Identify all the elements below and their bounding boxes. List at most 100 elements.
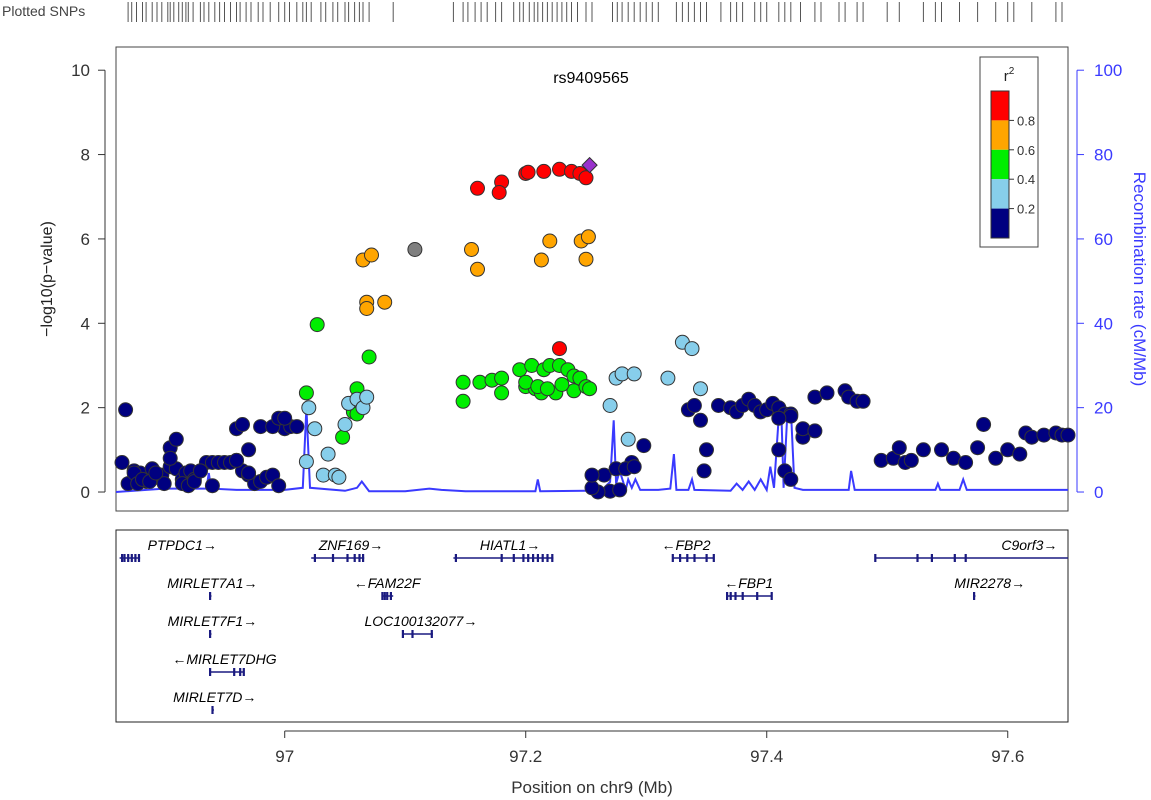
gene-exon	[679, 554, 682, 562]
gene-exon	[500, 554, 503, 562]
snp-point	[241, 465, 257, 481]
snp-point	[533, 252, 549, 268]
snp-point	[156, 476, 172, 492]
y-tick-label-right: 80	[1094, 146, 1113, 165]
snp-point	[891, 440, 907, 456]
snp-point	[578, 170, 594, 186]
legend-label: 0.2	[1017, 202, 1035, 217]
gene-exon	[874, 554, 877, 562]
gene-label: MIRLET7D→	[173, 689, 256, 705]
snp-point	[241, 442, 257, 458]
snp-point	[903, 452, 919, 468]
snp-point	[684, 341, 700, 357]
snp-point	[229, 452, 244, 468]
gene-label: LOC100132077→	[364, 613, 477, 629]
gene-exon	[386, 592, 389, 600]
snp-point	[582, 381, 598, 397]
y-axis-right: 0 20 40 60 80 100	[1076, 61, 1122, 502]
gene-exon	[770, 592, 773, 600]
y-tick-label-left: 0	[81, 483, 90, 502]
snp-point	[660, 370, 676, 386]
snp-point	[337, 417, 353, 432]
legend-label: 0.8	[1017, 113, 1035, 128]
snp-point	[168, 431, 184, 447]
snp-point	[988, 450, 1004, 466]
plotted-snps-label: Plotted SNPs	[2, 3, 85, 19]
legend-swatches	[990, 90, 1010, 239]
snp-point	[162, 450, 178, 466]
gene-exon	[536, 554, 539, 562]
snp-point	[1012, 446, 1028, 462]
gene-exon	[430, 630, 433, 638]
snp-point	[699, 442, 714, 458]
x-axis-title: Position on chr9 (Mb)	[511, 778, 673, 797]
recombination-rate-line	[115, 407, 1068, 494]
snp-points	[114, 156, 1076, 500]
gene-exon	[209, 668, 212, 676]
snp-point	[970, 440, 986, 456]
gene-exon	[930, 554, 933, 562]
y-axis-left-title: −log10(p−value)	[39, 221, 56, 337]
y-tick-label-left: 8	[81, 146, 90, 165]
recombination-rate-layer	[115, 407, 1068, 494]
snp-point	[819, 385, 835, 401]
gene-track-frame	[115, 529, 1069, 723]
snp-point	[771, 410, 787, 426]
x-axis: 97 97.2 97.4 97.6	[275, 730, 1024, 766]
legend-title: r2	[1004, 66, 1015, 85]
gene-exon	[389, 592, 392, 600]
gene-exon	[756, 592, 759, 600]
snp-point	[271, 478, 287, 494]
snp-point	[309, 317, 325, 333]
x-tick-label: 97	[275, 747, 294, 766]
gene-exon	[242, 668, 245, 676]
gene-label: MIR2278→	[954, 575, 1025, 591]
snp-point	[118, 402, 134, 418]
legend-swatch-border	[990, 90, 1010, 239]
snp-point	[976, 417, 992, 432]
snp-point	[696, 463, 712, 479]
gene-exon	[121, 554, 124, 562]
gene-exon	[729, 592, 732, 600]
gene-exon	[211, 706, 214, 714]
y-tick-label-left: 6	[81, 230, 90, 249]
snp-point	[407, 242, 423, 257]
snp-point	[554, 377, 570, 392]
legend-swatch	[991, 91, 1009, 121]
snp-point	[626, 366, 642, 382]
snp-point	[536, 163, 552, 179]
legend-label: 0.6	[1017, 143, 1035, 158]
snp-point	[331, 469, 347, 485]
snp-point	[359, 301, 375, 316]
legend-swatch	[991, 179, 1009, 209]
snp-point	[455, 393, 471, 409]
snp-point	[472, 374, 488, 390]
snp-point	[520, 164, 536, 180]
gene-exon	[712, 554, 715, 562]
y-tick-label-left: 4	[81, 314, 90, 333]
plotted-snps-rug	[127, 2, 1063, 22]
gene-label: ←FBP1	[724, 575, 773, 591]
legend-labels: 0.8 0.6 0.4 0.2	[1009, 113, 1035, 217]
snp-point	[584, 467, 600, 483]
snp-point	[958, 455, 974, 470]
snp-point	[686, 398, 702, 413]
snp-point	[491, 185, 507, 200]
snp-point	[711, 398, 726, 413]
gene-track: PTPDC1→ ZNF169→ HIATL1→ ←FBP2 C9orf3→ MIRLET7…	[119, 537, 1068, 714]
gene-exon	[209, 592, 212, 600]
gene-label: ←FAM22F	[354, 575, 422, 591]
snp-point	[470, 180, 485, 196]
snp-point	[1060, 427, 1076, 443]
y-tick-label-right: 60	[1094, 230, 1113, 249]
gene-exon	[551, 554, 554, 562]
gene-exon	[541, 554, 544, 562]
lead-snp-label: rs9409565	[553, 70, 629, 87]
snp-point	[192, 463, 208, 479]
snp-point	[620, 431, 636, 447]
snp-point	[320, 446, 336, 462]
x-tick-label: 97.2	[509, 747, 542, 766]
gene-exon	[973, 592, 976, 600]
snp-point	[455, 374, 471, 390]
gene-exon	[358, 554, 361, 562]
